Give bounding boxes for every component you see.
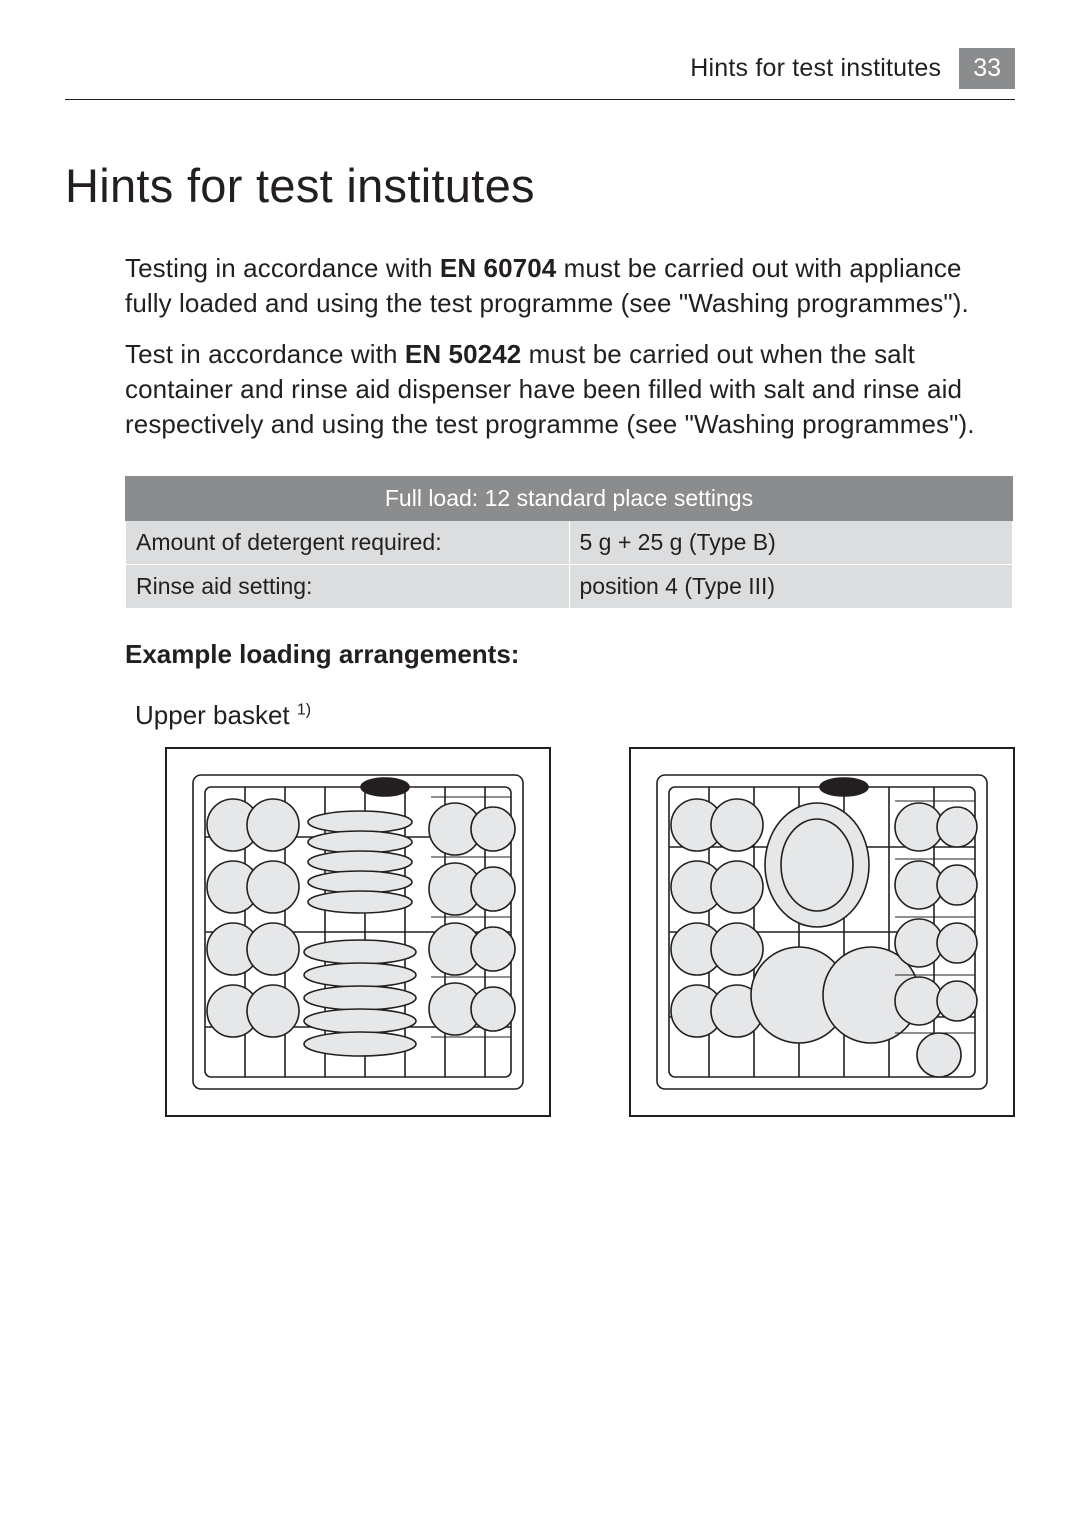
upper-basket-diagram-2 <box>629 747 1015 1117</box>
basket-label: Upper basket 1) <box>135 700 1015 731</box>
p2-pre: Test in accordance with <box>125 339 405 369</box>
page-number: 33 <box>959 48 1015 89</box>
table-header: Full load: 12 standard place settings <box>126 477 1013 521</box>
header-section-title: Hints for test institutes <box>690 54 941 83</box>
table-row: Rinse aid setting: position 4 (Type III) <box>126 565 1013 609</box>
p1-pre: Testing in accordance with <box>125 253 440 283</box>
table-row: Amount of detergent required: 5 g + 25 g… <box>126 521 1013 565</box>
p2-standard: EN 50242 <box>405 339 521 369</box>
table-cell-value: position 4 (Type III) <box>569 565 1013 609</box>
basket-label-sup: 1) <box>297 702 311 719</box>
table-cell-value: 5 g + 25 g (Type B) <box>569 521 1013 565</box>
page-title: Hints for test institutes <box>65 158 1015 213</box>
page-header: Hints for test institutes 33 <box>65 48 1015 100</box>
table-cell-label: Rinse aid setting: <box>126 565 570 609</box>
diagram-row <box>165 747 1015 1117</box>
p1-standard: EN 60704 <box>440 253 556 283</box>
spec-table: Full load: 12 standard place settings Am… <box>125 476 1013 609</box>
example-subheading: Example loading arrangements: <box>125 639 1015 670</box>
paragraph-2: Test in accordance with EN 50242 must be… <box>125 337 1015 442</box>
table-cell-label: Amount of detergent required: <box>126 521 570 565</box>
basket-label-text: Upper basket <box>135 700 290 730</box>
upper-basket-diagram-1 <box>165 747 551 1117</box>
paragraph-1: Testing in accordance with EN 60704 must… <box>125 251 1015 321</box>
